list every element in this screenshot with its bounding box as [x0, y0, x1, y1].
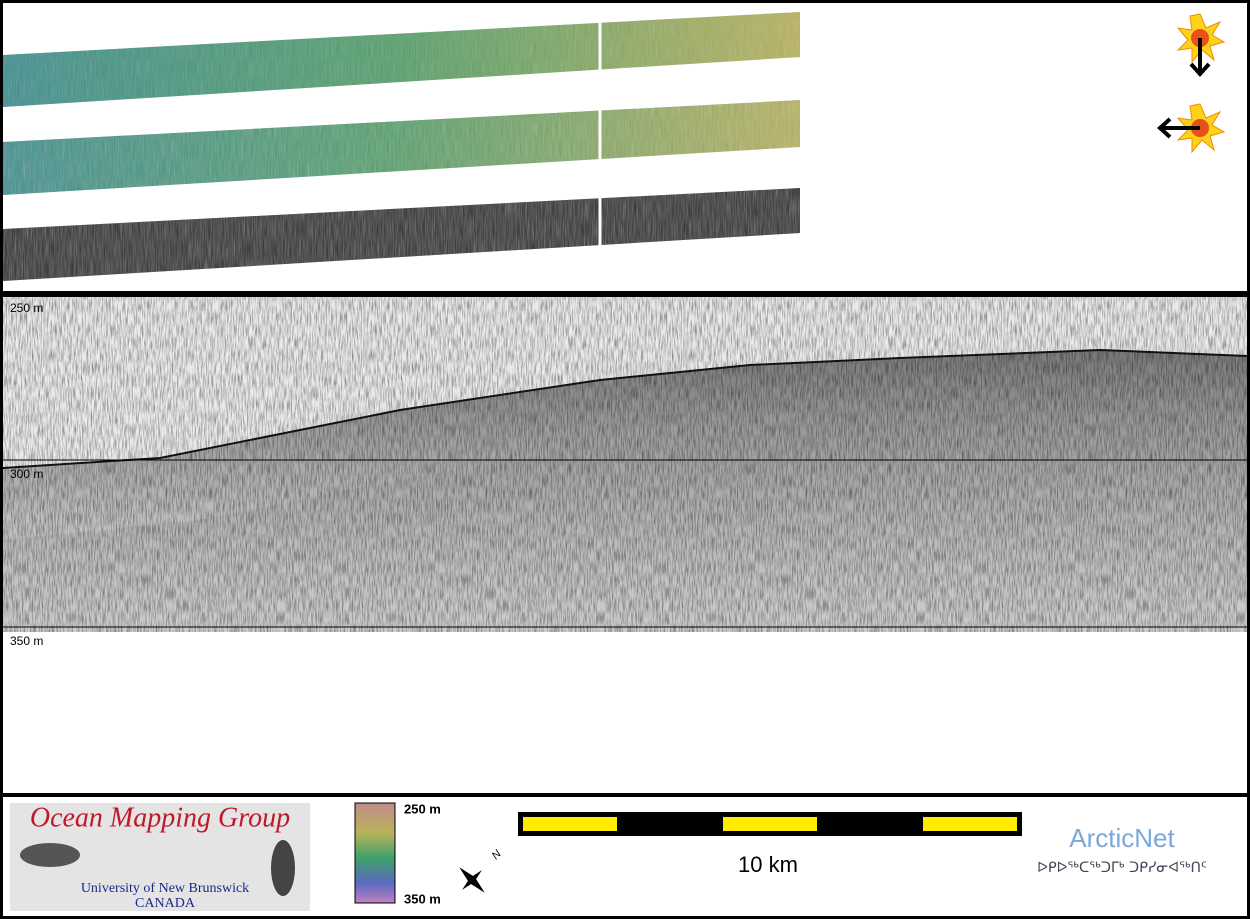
scale-bar-segment	[923, 817, 1017, 831]
scale-bar-segment	[723, 817, 817, 831]
logo-country: CANADA	[135, 896, 196, 911]
scale-bar-segment	[523, 817, 617, 831]
logo-sonar	[20, 843, 80, 867]
sponsor-syllabics: ᐅᑭᐅᖅᑕᖅᑐᒥᒃ ᑐᑭᓯᓂᐊᖅᑎᑦ	[1037, 860, 1207, 876]
depth-label: 250 m	[10, 301, 43, 315]
colorbar-label: 350 m	[404, 891, 441, 906]
sponsor-name: ArcticNet	[1069, 823, 1175, 853]
logo-university: University of New Brunswick	[81, 881, 249, 896]
colorbar-label: 250 m	[404, 801, 441, 816]
logo-sonar	[271, 840, 295, 896]
profile-noise	[3, 297, 1247, 632]
logo-title: Ocean Mapping Group	[30, 802, 290, 833]
depth-label: 300 m	[10, 467, 43, 481]
scale-label: 10 km	[738, 852, 798, 877]
colorbar	[354, 802, 396, 904]
sun-icon	[1176, 13, 1226, 77]
seafloor	[2, 348, 1248, 469]
depth-label: 350 m	[10, 634, 43, 648]
north-arrow	[459, 867, 485, 893]
sun-icon	[1157, 103, 1226, 154]
